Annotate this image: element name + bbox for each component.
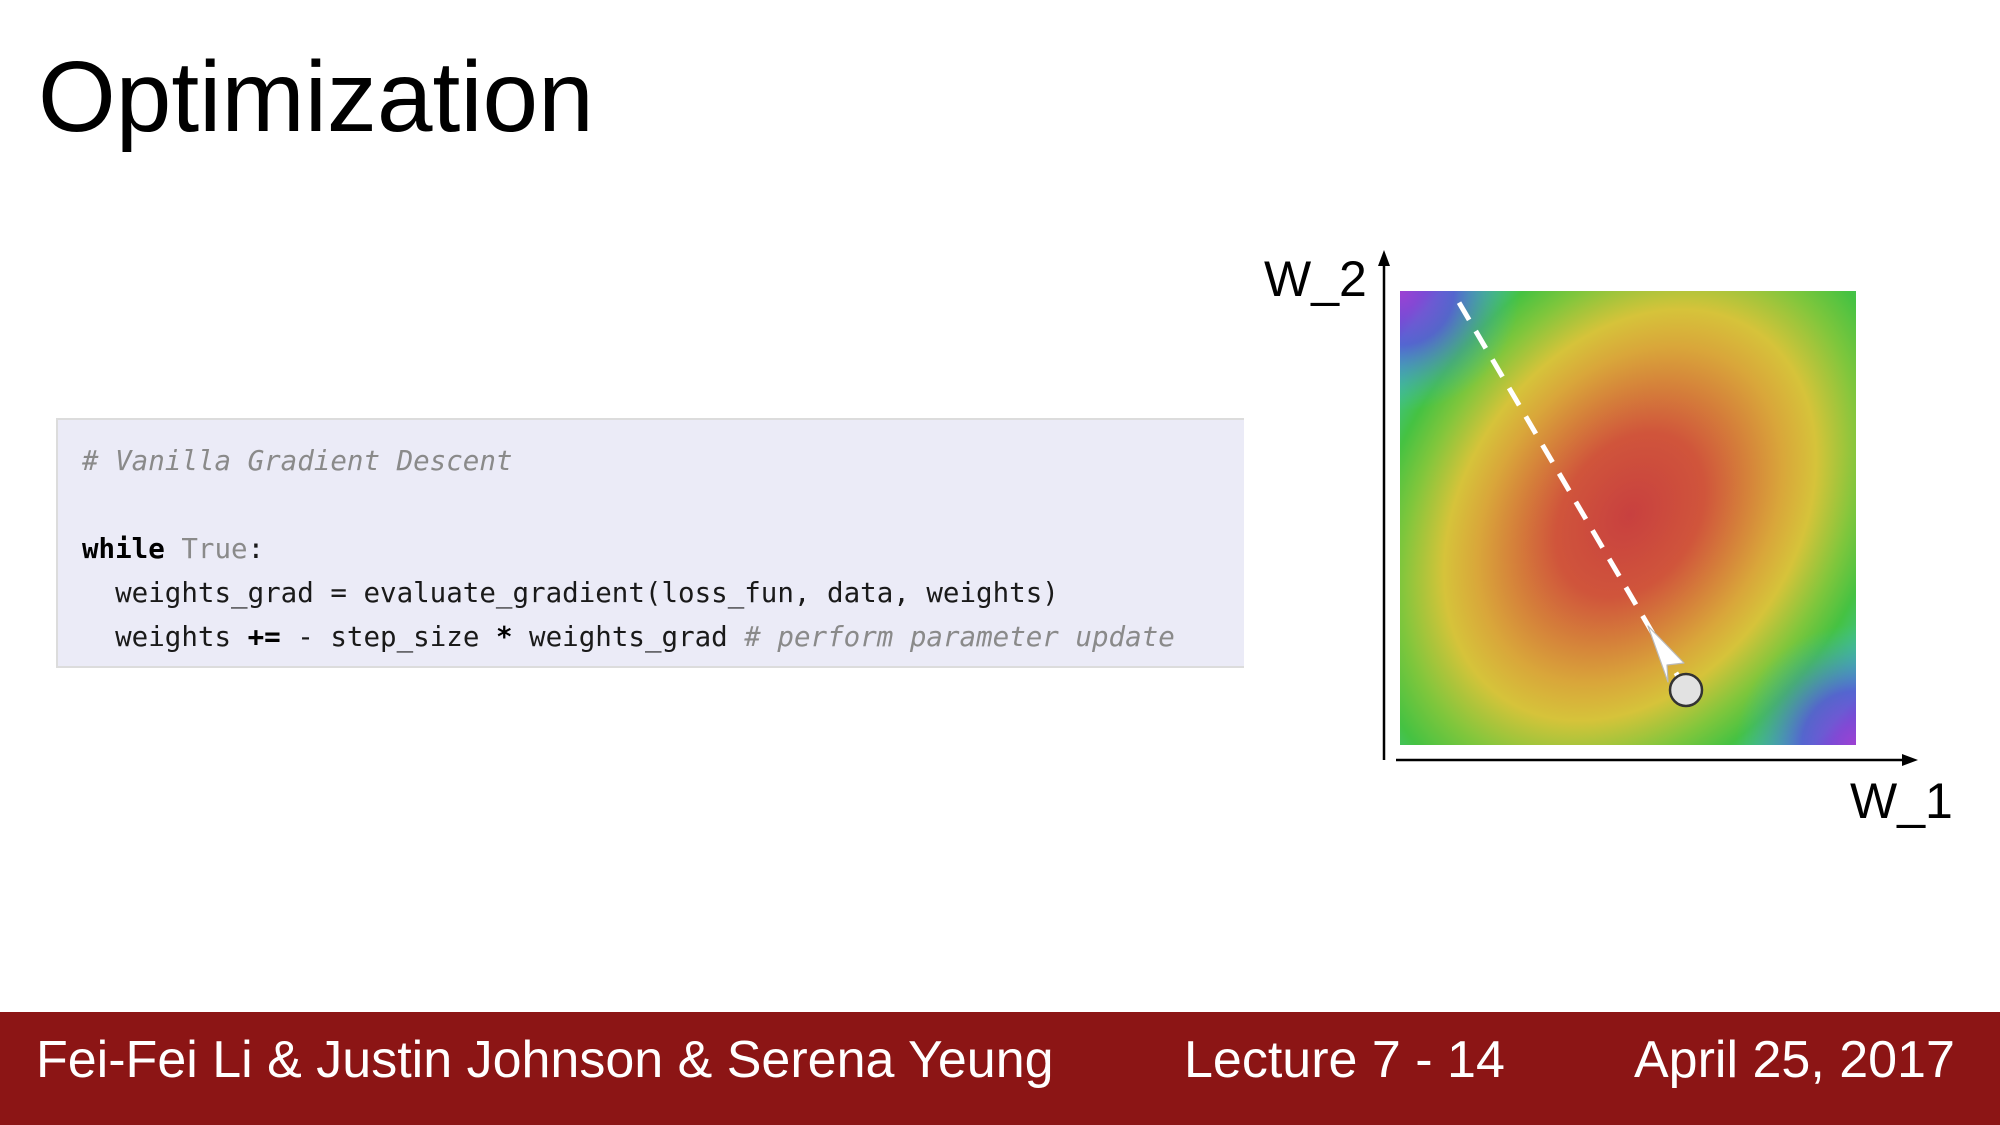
x-axis-label: W_1 xyxy=(1850,773,1953,829)
code-line-2: while True: xyxy=(82,533,265,565)
y-axis-arrow-icon xyxy=(1378,250,1390,266)
footer-bar xyxy=(0,1012,2000,1125)
code-constant-true: True xyxy=(181,533,248,565)
code-colon: : xyxy=(247,533,265,565)
descent-path xyxy=(1451,292,1689,692)
code-line-4-end: weights_grad xyxy=(512,621,745,653)
code-operator-plus-equals: += xyxy=(247,621,281,653)
code-comment-inline: # perform parameter update xyxy=(744,621,1175,653)
slide-title: Optimization xyxy=(38,41,594,153)
code-comment: # Vanilla Gradient Descent xyxy=(82,445,513,477)
code-keyword-while: while xyxy=(82,533,165,565)
code-line-4-mid: - step_size xyxy=(280,621,496,653)
loss-heatmap xyxy=(1400,291,1856,745)
y-axis-label: W_2 xyxy=(1264,251,1367,307)
code-line-4: weights += - step_size * weights_grad # … xyxy=(82,621,1175,653)
footer-date: April 25, 2017 xyxy=(1634,1031,1955,1089)
footer-lecture: Lecture 7 - 14 xyxy=(1184,1031,1505,1089)
code-line-3: weights_grad = evaluate_gradient(loss_fu… xyxy=(82,577,1059,609)
footer-authors: Fei-Fei Li & Justin Johnson & Serena Yeu… xyxy=(36,1031,1054,1089)
current-weights-marker-icon xyxy=(1668,672,1704,708)
x-axis-arrow-icon xyxy=(1902,754,1918,766)
code-operator-multiply: * xyxy=(495,621,513,653)
code-block: # Vanilla Gradient Descent while True: w… xyxy=(56,418,1244,668)
direction-arrow-icon xyxy=(1647,625,1685,683)
code-line-1: # Vanilla Gradient Descent xyxy=(82,445,513,477)
code-line-4-start: weights xyxy=(82,621,248,653)
